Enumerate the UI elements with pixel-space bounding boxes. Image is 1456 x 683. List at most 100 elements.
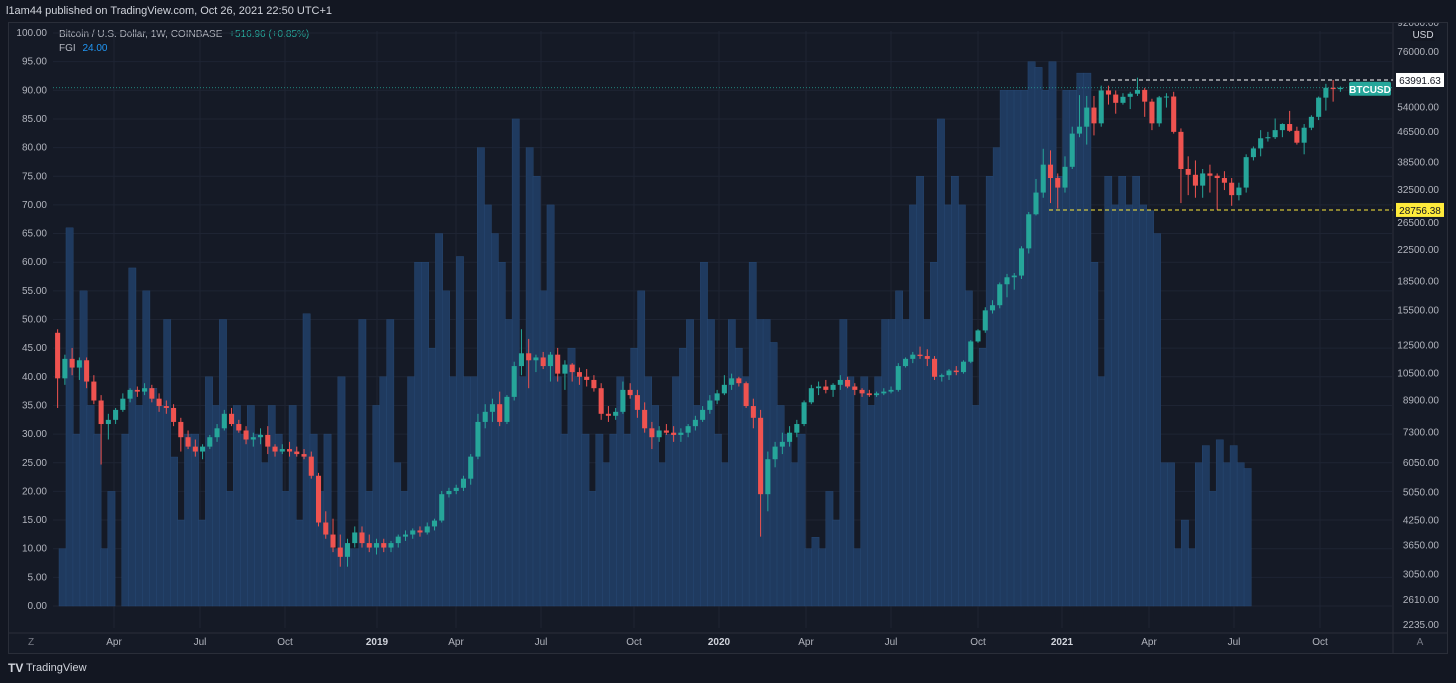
fgi-bar [226,491,234,607]
candle-body [772,446,778,460]
candle-body [1033,192,1039,215]
fgi-bar [985,176,994,607]
candle-body [736,378,742,384]
candle-body [1156,97,1162,124]
candle-body [975,330,981,342]
candle-body [1308,116,1314,128]
candle-body [1178,131,1184,169]
fgi-bar [393,462,402,607]
candle-body [453,487,459,491]
fgi-bar [330,548,339,607]
fgi-bar [407,376,416,607]
candle-body [837,379,843,385]
fgi-bar [964,290,973,607]
fgi-bar [414,261,422,607]
fgi-bar [567,347,576,607]
candle-body [156,398,162,407]
candle-body [526,353,532,361]
fgi-bar [727,319,736,607]
fgi-bar [1090,261,1099,607]
candle-body [750,406,756,418]
fgi-bar [121,433,130,607]
fgi-bar [463,376,471,607]
fgi-bar [679,347,687,607]
candle-body [229,413,235,425]
fgi-bar [72,433,81,607]
low-label: 28756.38 [1399,206,1441,217]
candle-body [910,354,916,359]
candle-body [279,449,285,452]
candle-body [1163,96,1169,98]
candle-body [692,419,698,427]
fgi-bar [184,433,192,607]
fgi-bar [1222,462,1231,607]
price-axis-tick: 76000.00 [1397,47,1439,58]
candle-body [330,534,336,548]
candle-body [84,360,90,382]
fgi-bar [790,462,799,607]
left-axis-tick: 80.00 [22,143,47,154]
publisher-bar: l1am44 published on TradingView.com, Oct… [0,0,1456,22]
candle-body [700,409,706,420]
left-axis-tick: 85.00 [22,114,47,125]
fgi-bar [804,548,813,607]
candle-body [504,396,510,422]
chart-frame[interactable]: Bitcoin / U.S. Dollar, 1W, COINBASE +516… [8,22,1448,654]
candle-body [939,375,945,377]
fgi-bar [281,491,290,607]
fgi-bar [588,491,597,607]
candle-body [62,358,68,379]
fgi-bar [260,462,269,607]
fgi-bar [1229,445,1238,607]
fgi-bar [811,537,820,607]
candle-body [113,409,119,420]
fgi-bar [734,347,743,607]
fgi-bar [776,405,785,607]
candle-body [359,532,365,544]
candle-body [294,451,300,455]
candle-body [55,332,61,379]
candle-body [1301,127,1307,143]
left-axis-tick: 55.00 [22,286,47,297]
candle-body [547,354,553,367]
fgi-bar [839,319,848,607]
chart-canvas[interactable]: 100.00 95.00 90.00 85.00 80.00 75.00 70.00 65.0… [9,23,1447,653]
legend-change: +516.96 (+0.85%) [229,29,310,40]
time-axis-tick: Oct [970,637,986,648]
fgi-bar [700,261,708,607]
left-axis-tick: 65.00 [22,229,47,240]
candle-body [758,417,764,495]
fgi-bar [428,347,436,607]
candle-body [344,543,351,557]
left-axis-tick: 100.00 [16,28,47,39]
candle-body [562,364,568,374]
candle-body [439,494,445,521]
candle-body [1069,133,1075,167]
candle-body [953,370,959,373]
fgi-bar [1146,210,1154,607]
legend-symbol: Bitcoin / U.S. Dollar, 1W, COINBASE +516… [59,29,309,40]
candle-body [243,430,249,440]
candle-body [779,441,785,447]
candle-body [1026,214,1032,249]
left-axis-tick: 75.00 [22,171,47,182]
fgi-bar [539,290,548,607]
fgi-bar [1034,67,1043,607]
candle-body [845,379,851,387]
candle-body [649,428,655,438]
candle-body [917,354,923,357]
fgi-bar [721,462,729,607]
candle-body [142,388,148,392]
fgi-bar [769,342,778,607]
fgi-bar [142,290,151,607]
time-axis-tick: Oct [277,637,293,648]
fgi-bar [344,548,353,607]
fgi-bar [518,376,527,607]
candle-body [707,400,713,410]
candle-body [743,383,749,407]
candle-body [352,532,358,544]
candle-body [105,419,111,425]
fgi-bar [937,118,945,607]
candle-body [1185,168,1191,175]
candle-body [431,520,438,527]
